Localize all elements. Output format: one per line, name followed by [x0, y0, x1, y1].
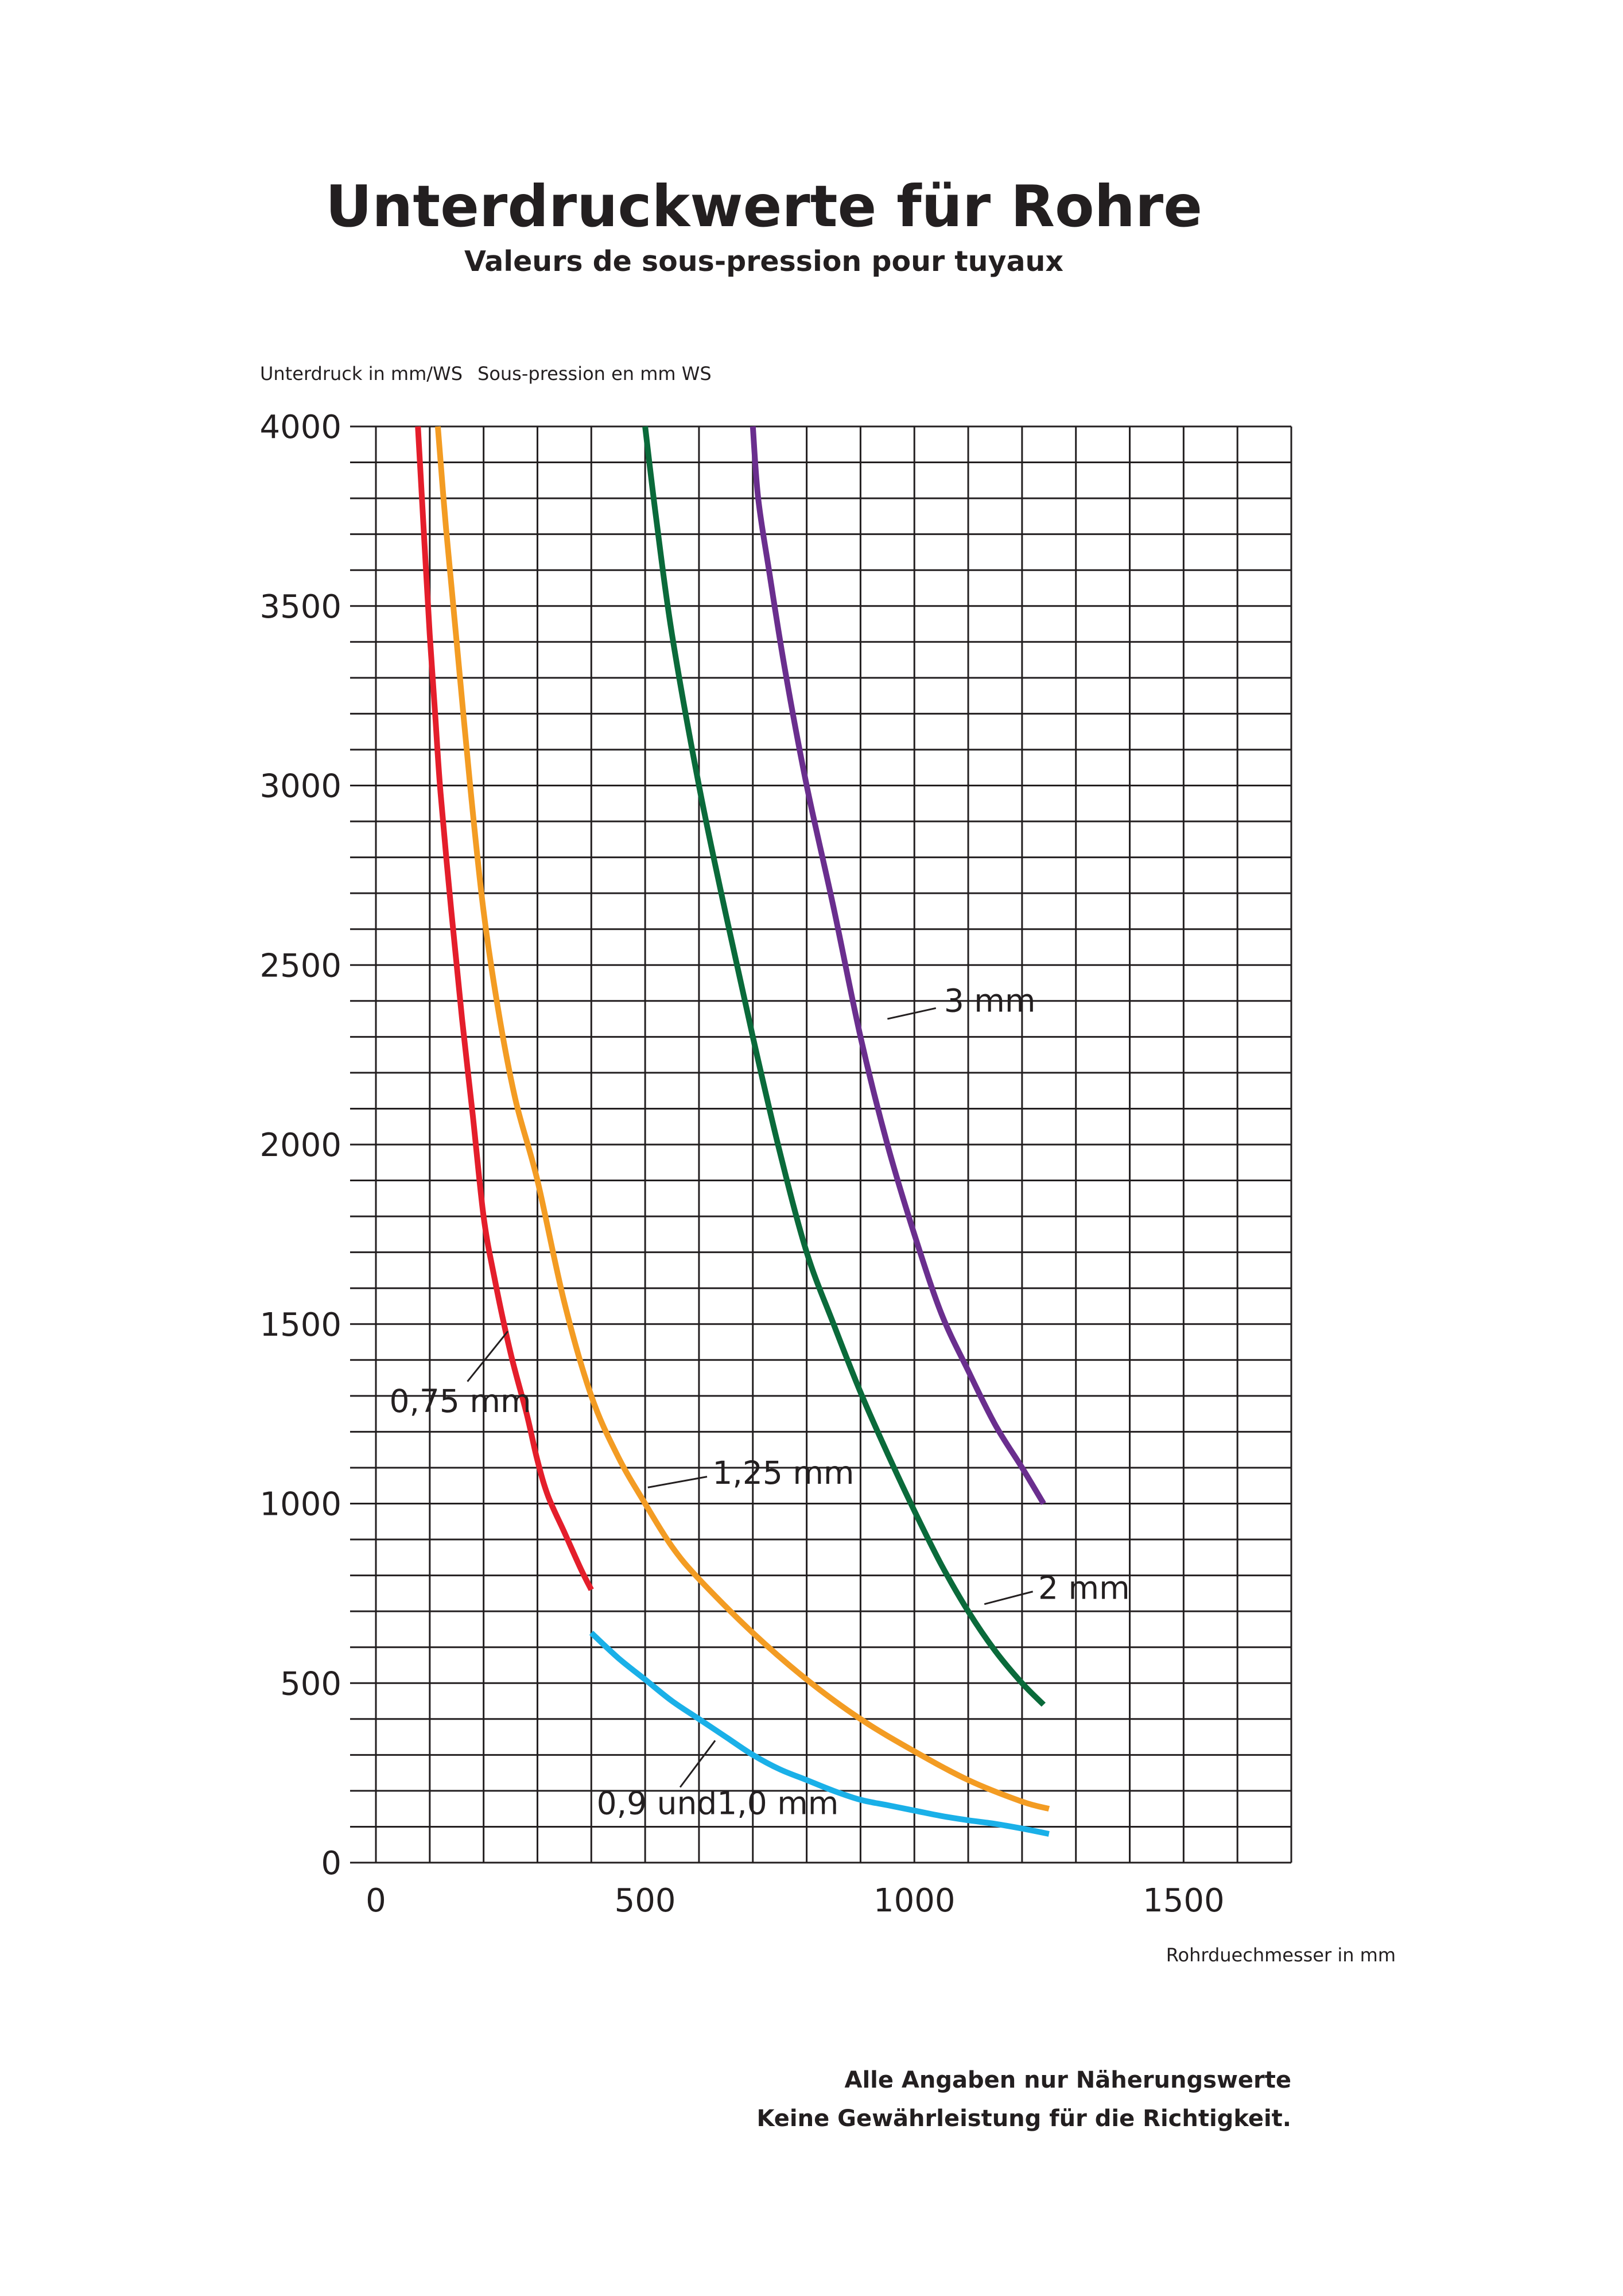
series-label: 1,25 mm	[712, 1455, 854, 1491]
axis-ticks: 0 500 1000 1500 2000 2500 3000 3500 4000 0 500 1000…	[259, 409, 1224, 1919]
y-tick-label: 0	[321, 1845, 341, 1882]
x-axis-label: Rohrduechmesser in mm	[1166, 1944, 1396, 1966]
y-tick-label: 3000	[259, 768, 341, 805]
series-labels: 3 mm 0,75 mm 1,25 mm 2 mm 0,9 und1,0 mm	[389, 983, 1129, 1822]
y-axis-label-fr: Sous-pression en mm WS	[477, 363, 712, 385]
series-label: 0,9 und1,0 mm	[597, 1785, 839, 1822]
disclaimer-line-1: Alle Angaben nur Näherungswerte	[844, 2067, 1291, 2093]
leader-line	[887, 1007, 937, 1020]
series-line-3-mm	[750, 426, 1046, 1506]
series-label: 2 mm	[1038, 1569, 1130, 1606]
series-line-1-25-mm	[434, 426, 1050, 1812]
series-label: 0,75 mm	[389, 1383, 531, 1420]
leader-line	[647, 1476, 708, 1488]
series-label: 3 mm	[944, 983, 1036, 1019]
y-tick-label: 3500	[259, 588, 341, 626]
series-curves	[415, 426, 1050, 1837]
y-tick-label: 2000	[259, 1127, 341, 1164]
x-tick-label: 1500	[1143, 1882, 1225, 1919]
y-tick-label: 2500	[259, 947, 341, 984]
y-axis-label: Unterdruck in mm/WS	[260, 363, 463, 385]
series-line-0-9-und1-0-mm	[589, 1631, 1050, 1837]
y-tick-label: 4000	[259, 409, 341, 446]
grid	[350, 425, 1292, 1864]
chart-subtitle: Valeurs de sous-pression pour tuyaux	[464, 245, 1063, 278]
leader-line	[467, 1331, 509, 1382]
disclaimer-line-2: Keine Gewährleistung für die Richtigkeit…	[756, 2105, 1291, 2132]
series-line-2-mm	[642, 426, 1046, 1707]
y-tick-label: 500	[280, 1665, 341, 1702]
x-tick-label: 500	[615, 1882, 676, 1919]
label-leaders	[467, 1007, 1034, 1788]
leader-line	[679, 1740, 716, 1788]
leader-line	[984, 1591, 1034, 1605]
x-tick-label: 0	[366, 1882, 386, 1919]
x-tick-label: 1000	[873, 1882, 956, 1919]
y-tick-label: 1000	[259, 1486, 341, 1523]
series-line-0-75-mm	[415, 426, 594, 1591]
chart-title: Unterdruckwerte für Rohre	[325, 173, 1202, 240]
y-tick-label: 1500	[259, 1306, 341, 1344]
